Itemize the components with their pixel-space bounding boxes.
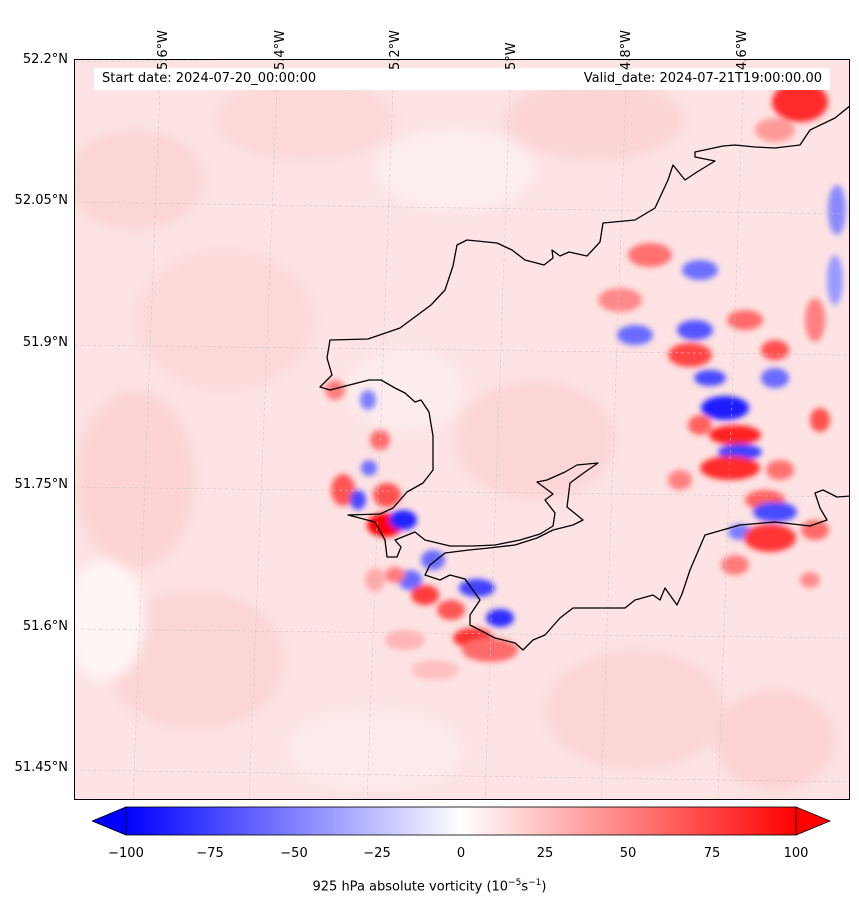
lon-label-5.6w: 5.6°W [156, 29, 171, 70]
lat-label-52.2n: 52.2°N [22, 52, 68, 67]
coastline [319, 105, 849, 651]
valid-date-label: Valid_date: 2024-07-21T19:00:00.00 [583, 71, 822, 86]
lon-label-4.8w: 4.8°W [619, 29, 634, 70]
colorbar-tick: −50 [280, 846, 308, 861]
lat-label-52.05n: 52.05°N [14, 193, 68, 208]
colorbar-title-exp2: −1 [528, 878, 542, 888]
colorbar-tick: 0 [456, 846, 466, 861]
colorbar-tick: 100 [783, 846, 809, 861]
colorbar-gradient [125, 806, 797, 836]
lat-label-51.45n: 51.45°N [14, 760, 68, 775]
date-header: Start date: 2024-07-20_00:00:00 Valid_da… [94, 68, 830, 90]
colorbar-max-extension [795, 806, 832, 836]
lon-label-5.2w: 5.2°W [388, 29, 403, 70]
colorbar-tick: 75 [703, 846, 721, 861]
colorbar-title-mid: s [521, 879, 529, 895]
colorbar-title-main: 925 hPa absolute vorticity (10 [312, 879, 509, 895]
colorbar-title: 925 hPa absolute vorticity (10−5s−1) [0, 878, 859, 894]
lat-label-51.6n: 51.6°N [22, 619, 68, 634]
colorbar-tick: −25 [363, 846, 391, 861]
map-panel: Start date: 2024-07-20_00:00:00 Valid_da… [74, 59, 850, 800]
colorbar-tick: 50 [619, 846, 637, 861]
colorbar-tick: 25 [536, 846, 554, 861]
colorbar-tick: −75 [196, 846, 224, 861]
colorbar-min-extension [92, 806, 127, 836]
vorticity-field [75, 60, 849, 799]
lat-label-51.9n: 51.9°N [22, 335, 68, 350]
colorbar-tick: −100 [108, 846, 144, 861]
lon-label-4.6w: 4.6°W [735, 29, 750, 70]
lon-label-5.4w: 5.4°W [273, 29, 288, 70]
start-date-label: Start date: 2024-07-20_00:00:00 [102, 71, 317, 86]
lat-label-51.75n: 51.75°N [14, 477, 68, 492]
colorbar [92, 806, 832, 836]
colorbar-title-exp1: −5 [508, 878, 522, 888]
lon-label-5w: 5°W [504, 42, 519, 70]
colorbar-title-end: ) [541, 879, 547, 895]
